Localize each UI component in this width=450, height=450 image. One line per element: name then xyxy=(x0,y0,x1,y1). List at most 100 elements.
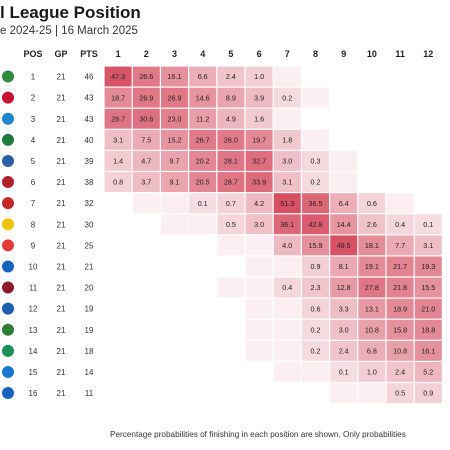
empty-cell xyxy=(273,66,301,87)
probability-cell xyxy=(358,235,386,256)
probability-cell xyxy=(302,193,329,214)
probability-label: 36.1 xyxy=(280,220,294,229)
row-gp: 21 xyxy=(57,241,66,250)
position-header-11: 11 xyxy=(395,49,405,59)
probability-cell xyxy=(302,151,329,171)
probability-cell xyxy=(273,87,301,108)
probability-label: 0.6 xyxy=(311,304,321,313)
probability-label: 20.5 xyxy=(196,178,210,187)
position-header-7: 7 xyxy=(285,49,290,59)
probability-label: 1.0 xyxy=(367,368,377,377)
position-header-1: 1 xyxy=(116,49,121,59)
empty-cell xyxy=(245,340,273,361)
row-gp: 21 xyxy=(57,389,66,398)
probability-label: 19.3 xyxy=(421,262,435,271)
column-header-pts: PTS xyxy=(80,49,98,59)
position-header-12: 12 xyxy=(423,49,433,59)
probability-cell xyxy=(245,172,273,192)
probability-label: 26.7 xyxy=(196,135,210,144)
probability-label: 19.1 xyxy=(365,262,379,271)
probability-cell xyxy=(132,129,160,150)
probability-cell xyxy=(104,87,132,108)
probability-cell xyxy=(132,66,160,87)
probability-cell xyxy=(330,277,358,298)
empty-cell xyxy=(386,193,414,214)
probability-label: 2.6 xyxy=(367,220,377,229)
probability-cell xyxy=(330,256,358,277)
probability-cell xyxy=(132,87,160,108)
probability-cell xyxy=(414,383,442,403)
probability-cell xyxy=(189,108,217,129)
probability-cell xyxy=(302,256,329,277)
team-badge-icon xyxy=(1,259,15,274)
probability-cell xyxy=(358,256,386,277)
probability-cell xyxy=(161,151,188,171)
probability-label: 6.4 xyxy=(339,199,349,208)
probability-cell xyxy=(161,66,188,87)
probability-label: 3.0 xyxy=(339,325,349,334)
probability-label: 26.0 xyxy=(224,135,238,144)
chart-title: l League Position xyxy=(0,3,141,22)
row-pts: 18 xyxy=(85,347,94,356)
position-header-5: 5 xyxy=(228,49,233,59)
row-pts: 43 xyxy=(85,115,94,124)
probability-label: 4.7 xyxy=(141,157,151,166)
probability-cell xyxy=(217,193,245,214)
row-gp: 21 xyxy=(57,305,66,314)
probability-label: 15.2 xyxy=(168,135,182,144)
probability-label: 9.1 xyxy=(170,178,180,187)
row-pos: 7 xyxy=(31,199,36,208)
empty-cell xyxy=(245,277,273,298)
probability-label: 32.7 xyxy=(252,157,266,166)
probability-label: 20.2 xyxy=(196,157,210,166)
probability-cell xyxy=(273,214,301,235)
probability-cell xyxy=(245,108,273,129)
probability-label: 2.4 xyxy=(395,368,405,377)
probability-cell xyxy=(414,214,442,235)
probability-label: 42.8 xyxy=(309,220,323,229)
probability-label: 15.8 xyxy=(393,325,407,334)
probability-label: 28.7 xyxy=(111,114,125,123)
probability-cell xyxy=(386,235,414,256)
probability-label: 51.3 xyxy=(280,199,294,208)
empty-cell xyxy=(217,277,245,298)
probability-label: 23.0 xyxy=(168,114,182,123)
probability-label: 21.8 xyxy=(393,283,407,292)
probability-label: 21.0 xyxy=(421,304,435,313)
probability-label: 0.1 xyxy=(198,199,208,208)
probability-label: 1.8 xyxy=(282,135,292,144)
team-badge-icon xyxy=(1,111,15,126)
row-pos: 4 xyxy=(31,136,36,145)
probability-label: 26.9 xyxy=(139,93,153,102)
team-badge-icon xyxy=(1,364,15,379)
empty-cell xyxy=(161,214,188,235)
probability-cell xyxy=(358,193,386,214)
probability-cell xyxy=(161,108,188,129)
probability-label: 10.8 xyxy=(365,325,379,334)
row-pts: 30 xyxy=(85,220,94,229)
probability-cell xyxy=(217,172,245,192)
empty-cell xyxy=(273,108,301,129)
chart-subtitle: e 2024-25 | 16 March 2025 xyxy=(0,25,138,37)
probability-cell xyxy=(273,235,301,256)
probability-label: 0.2 xyxy=(311,325,321,334)
empty-cell xyxy=(302,129,329,150)
probability-cell xyxy=(358,277,386,298)
row-pos: 9 xyxy=(31,241,36,250)
probability-label: 4.0 xyxy=(282,241,292,250)
probability-cell xyxy=(330,319,358,340)
row-gp: 21 xyxy=(57,368,66,377)
row-gp: 21 xyxy=(57,115,66,124)
position-header-8: 8 xyxy=(313,49,318,59)
probability-label: 10.8 xyxy=(393,346,407,355)
team-badge-icon xyxy=(1,69,15,84)
probability-cell xyxy=(245,151,273,171)
probability-label: 7.5 xyxy=(141,135,151,144)
probability-cell xyxy=(414,340,442,361)
probability-cell xyxy=(414,235,442,256)
team-badge-icon xyxy=(1,217,15,232)
probability-label: 3.7 xyxy=(141,178,151,187)
position-header-2: 2 xyxy=(144,49,149,59)
probability-label: 2.4 xyxy=(339,346,349,355)
probability-cell xyxy=(104,66,132,87)
